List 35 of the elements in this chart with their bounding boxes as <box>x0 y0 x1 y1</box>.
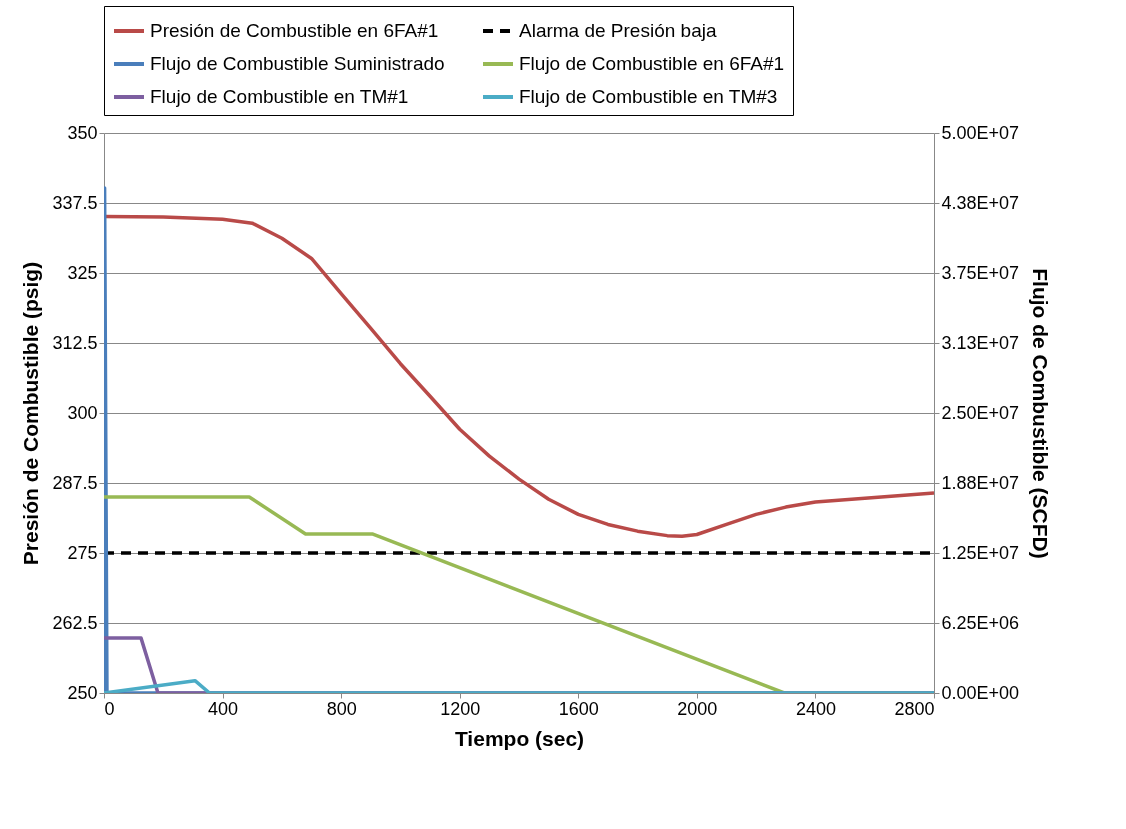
x-axis-title: Tiempo (sec) <box>454 726 585 750</box>
y2-tick-label: 1.25E+07 <box>941 542 1020 563</box>
x-tick-label: 800 <box>326 698 357 719</box>
y-tick-label: 250 <box>67 682 98 703</box>
x-tick-label: 0 <box>104 698 115 719</box>
x-tick-label: 2800 <box>894 698 935 719</box>
y2-tick-label: 2.50E+07 <box>941 402 1020 423</box>
y-tick-label: 275 <box>67 542 98 563</box>
y-tick-label: 312.5 <box>52 332 98 353</box>
legend-label: Flujo de Combustible en TM#3 <box>519 86 778 107</box>
x-tick-label: 2000 <box>677 698 718 719</box>
y2-tick-label: 5.00E+07 <box>941 122 1020 143</box>
legend-label: Flujo de Combustible en TM#1 <box>150 86 409 107</box>
legend-label: Alarma de Presión baja <box>519 20 717 41</box>
legend-label: Presión de Combustible en 6FA#1 <box>150 20 439 41</box>
x-tick-label: 400 <box>208 698 239 719</box>
y-tick-label: 337.5 <box>52 192 98 213</box>
y2-tick-label: 3.13E+07 <box>941 332 1020 353</box>
x-tick-label: 1600 <box>558 698 599 719</box>
y2-tick-label: 6.25E+06 <box>941 612 1020 633</box>
y2-axis-title: Flujo de Combustible (SCFD) <box>1029 268 1053 559</box>
legend-label: Flujo de Combustible en 6FA#1 <box>519 53 785 74</box>
y2-tick-label: 3.75E+07 <box>941 262 1020 283</box>
y-tick-label: 262.5 <box>52 612 98 633</box>
y-tick-label: 350 <box>67 122 98 143</box>
y-tick-label: 325 <box>67 262 98 283</box>
y2-tick-label: 0.00E+00 <box>941 682 1020 703</box>
y2-tick-label: 1.88E+07 <box>941 472 1020 493</box>
y-tick-label: 300 <box>67 402 98 423</box>
y-axis-title: Presión de Combustible (psig) <box>19 261 43 566</box>
y-tick-label: 287.5 <box>52 472 98 493</box>
x-tick-label: 1200 <box>440 698 481 719</box>
x-tick-label: 2400 <box>795 698 836 719</box>
y2-tick-label: 4.38E+07 <box>941 192 1020 213</box>
legend-label: Flujo de Combustible Suministrado <box>150 53 445 74</box>
